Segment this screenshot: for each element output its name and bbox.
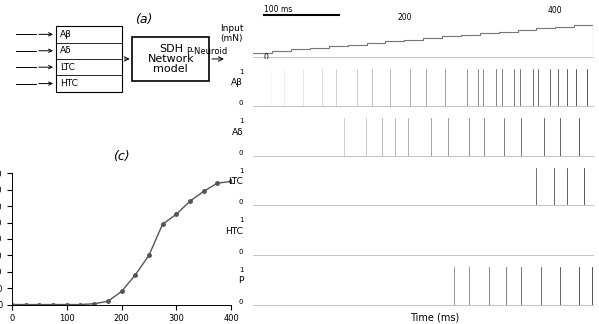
Text: 0: 0 <box>264 53 268 62</box>
Text: 400: 400 <box>548 6 562 15</box>
Text: Input
(mN): Input (mN) <box>220 24 243 43</box>
Text: Aδ: Aδ <box>232 128 243 137</box>
Text: (c): (c) <box>113 150 130 163</box>
Text: 0: 0 <box>239 100 243 106</box>
Text: 0: 0 <box>239 150 243 156</box>
Text: 1: 1 <box>239 168 243 174</box>
Text: LTC: LTC <box>228 178 243 186</box>
Text: 100 ms: 100 ms <box>264 5 292 14</box>
Text: Aδ: Aδ <box>60 46 72 55</box>
Text: 0: 0 <box>239 298 243 305</box>
Text: 1: 1 <box>239 217 243 223</box>
Bar <box>56 26 122 92</box>
Bar <box>132 37 209 81</box>
Text: P: P <box>238 276 243 285</box>
Text: 1: 1 <box>239 118 243 124</box>
Text: model: model <box>153 64 188 74</box>
Text: Network: Network <box>147 54 194 64</box>
Text: 200: 200 <box>397 13 412 22</box>
Text: 1: 1 <box>239 69 243 75</box>
Text: (a): (a) <box>135 13 152 26</box>
Text: HTC: HTC <box>225 227 243 236</box>
Text: LTC: LTC <box>60 63 75 72</box>
Text: HTC: HTC <box>60 79 78 88</box>
Text: P-Neuroid: P-Neuroid <box>186 47 228 56</box>
Text: Aβ: Aβ <box>60 30 72 39</box>
Text: 1: 1 <box>239 267 243 273</box>
Text: SDH: SDH <box>159 44 183 54</box>
Text: Aβ: Aβ <box>231 78 243 87</box>
Text: Time (ms): Time (ms) <box>410 312 459 322</box>
Text: 0: 0 <box>239 200 243 205</box>
Text: 0: 0 <box>239 249 243 255</box>
